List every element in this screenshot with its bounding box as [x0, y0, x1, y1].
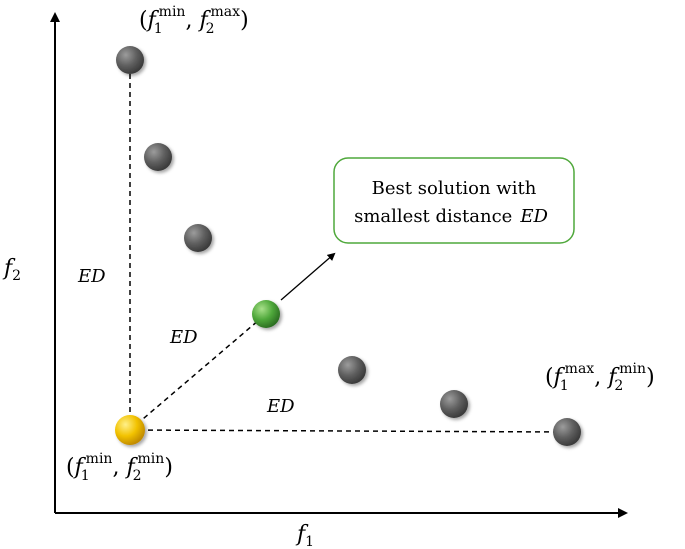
label-top-left: (f1min, f2max)	[139, 4, 249, 37]
x-axis-label: f1	[295, 522, 314, 549]
callout-box	[333, 157, 575, 244]
best-solution-point	[252, 300, 280, 328]
solution-point	[338, 356, 366, 384]
ideal-point	[115, 415, 145, 445]
callout-text-line2: smallest distance ED	[354, 206, 548, 227]
solution-point-bottom-right	[553, 418, 581, 446]
solution-point	[440, 390, 468, 418]
solution-point	[144, 143, 172, 171]
ed-line-horizontal	[129, 429, 567, 433]
y-axis-label: f2	[2, 256, 21, 284]
label-ideal: (f1min, f2min)	[66, 451, 173, 484]
ed-label-diagonal: ED	[169, 327, 198, 348]
solution-point-top-left	[116, 46, 144, 74]
label-bottom-right: (f1max, f2min)	[545, 361, 655, 394]
ed-line-diagonal	[129, 313, 267, 431]
solution-point	[184, 224, 212, 252]
callout-arrow	[280, 252, 336, 301]
callout-text-line1: Best solution with	[372, 178, 537, 199]
ed-label-vertical: ED	[77, 266, 106, 287]
ed-label-horizontal: ED	[266, 396, 295, 417]
